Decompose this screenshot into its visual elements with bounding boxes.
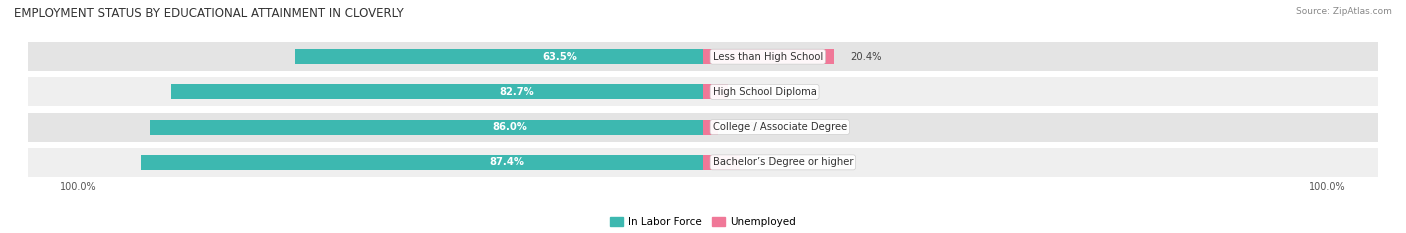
Bar (172, 84, 703, 99)
Text: 87.4%: 87.4% (489, 157, 524, 167)
Text: 20.4%: 20.4% (851, 52, 882, 62)
Bar (295, 49, 703, 64)
Bar (703, 84, 728, 99)
Bar (703, 155, 741, 170)
Bar (28, 42, 1378, 71)
Text: EMPLOYMENT STATUS BY EDUCATIONAL ATTAINMENT IN CLOVERLY: EMPLOYMENT STATUS BY EDUCATIONAL ATTAINM… (14, 7, 404, 20)
Text: Source: ZipAtlas.com: Source: ZipAtlas.com (1296, 7, 1392, 16)
Text: 100.0%: 100.0% (1309, 182, 1346, 192)
Text: 63.5%: 63.5% (543, 52, 578, 62)
Legend: In Labor Force, Unemployed: In Labor Force, Unemployed (610, 217, 796, 227)
Text: 100.0%: 100.0% (60, 182, 97, 192)
Text: 86.0%: 86.0% (492, 122, 527, 132)
Text: 2.3%: 2.3% (734, 122, 759, 132)
Bar (703, 49, 834, 64)
Text: College / Associate Degree: College / Associate Degree (713, 122, 846, 132)
Bar (141, 155, 703, 170)
Bar (703, 120, 718, 135)
Text: Bachelor’s Degree or higher: Bachelor’s Degree or higher (713, 157, 853, 167)
Bar (28, 148, 1378, 177)
Bar (150, 120, 703, 135)
Bar (28, 113, 1378, 142)
Text: High School Diploma: High School Diploma (713, 87, 817, 97)
Bar (28, 77, 1378, 106)
Text: Less than High School: Less than High School (713, 52, 823, 62)
Text: 82.7%: 82.7% (499, 87, 534, 97)
Text: 5.8%: 5.8% (756, 157, 782, 167)
Text: 3.9%: 3.9% (744, 87, 769, 97)
